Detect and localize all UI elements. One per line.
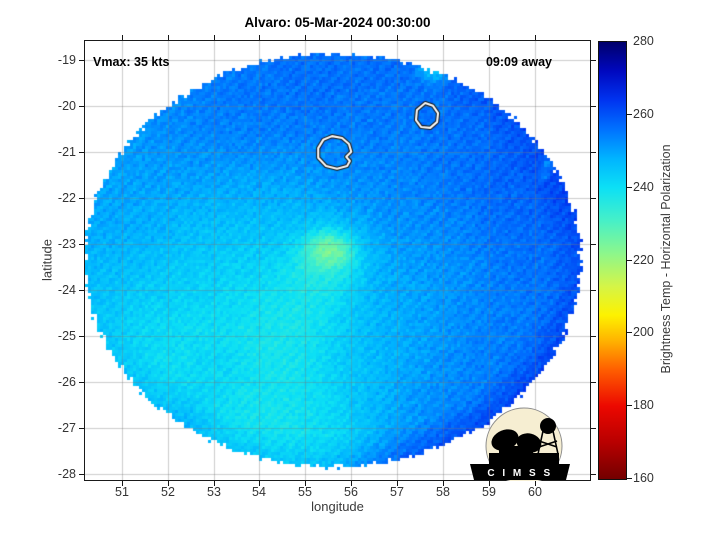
colorbar-label: Brightness Temp - Horizontal Polarizatio… bbox=[659, 144, 673, 374]
colorbar-tick bbox=[627, 260, 632, 261]
y-tick-label: -21 bbox=[57, 145, 76, 159]
x-tick-label: 55 bbox=[298, 485, 312, 499]
y-tick-right bbox=[591, 336, 596, 337]
x-axis-label: longitude bbox=[311, 499, 364, 514]
colorbar bbox=[598, 41, 627, 480]
logo-text: C I M S S bbox=[487, 468, 552, 479]
logo-banner bbox=[470, 464, 570, 480]
x-tick-label: 57 bbox=[390, 485, 404, 499]
y-tick-label: -25 bbox=[57, 329, 76, 343]
y-tick-right bbox=[591, 60, 596, 61]
y-tick-right bbox=[591, 290, 596, 291]
y-tick-label: -19 bbox=[57, 53, 76, 67]
x-tick-label: 60 bbox=[528, 485, 542, 499]
y-tick-label: -24 bbox=[57, 283, 76, 297]
time-away-label: 09:09 away bbox=[485, 55, 552, 69]
y-tick-right bbox=[591, 382, 596, 383]
x-tick-label: 51 bbox=[115, 485, 129, 499]
y-tick-right bbox=[591, 198, 596, 199]
colorbar-tick-label: 280 bbox=[633, 34, 654, 48]
colorbar-tick-label: 260 bbox=[633, 107, 654, 121]
x-tick bbox=[168, 481, 169, 486]
x-tick-label: 59 bbox=[482, 485, 496, 499]
vmax-label: Vmax: 35 kts bbox=[93, 55, 170, 69]
satellite-dishes-icon bbox=[489, 429, 559, 464]
bt-field-canvas bbox=[85, 41, 590, 480]
water-tower-icon bbox=[537, 418, 559, 455]
y-tick-label: -28 bbox=[57, 467, 76, 481]
colorbar-tick bbox=[627, 332, 632, 333]
x-tick bbox=[122, 481, 123, 486]
y-tick-label: -20 bbox=[57, 99, 76, 113]
plot-frame bbox=[84, 40, 591, 481]
x-tick bbox=[535, 481, 536, 486]
y-tick-label: -22 bbox=[57, 191, 76, 205]
plot-title: Alvaro: 05-Mar-2024 00:30:00 bbox=[244, 15, 431, 30]
y-tick-right bbox=[591, 244, 596, 245]
x-tick bbox=[489, 481, 490, 486]
y-tick-right bbox=[591, 428, 596, 429]
colorbar-tick-label: 160 bbox=[633, 471, 654, 485]
y-tick-right bbox=[591, 474, 596, 475]
y-tick-right bbox=[591, 106, 596, 107]
y-axis-label: latitude bbox=[39, 239, 55, 281]
x-tick bbox=[259, 481, 260, 486]
x-tick-label: 54 bbox=[252, 485, 266, 499]
colorbar-tick bbox=[627, 405, 632, 406]
x-tick bbox=[305, 481, 306, 486]
x-tick bbox=[214, 481, 215, 486]
colorbar-tick bbox=[627, 187, 632, 188]
x-tick bbox=[443, 481, 444, 486]
y-tick-label: -27 bbox=[57, 421, 76, 435]
x-tick bbox=[351, 481, 352, 486]
x-tick-label: 56 bbox=[344, 485, 358, 499]
cimss-logo: C I M S S bbox=[470, 407, 570, 481]
colorbar-tick-label: 180 bbox=[633, 398, 654, 412]
colorbar-tick bbox=[627, 478, 632, 479]
x-tick-label: 58 bbox=[436, 485, 450, 499]
x-tick-label: 53 bbox=[207, 485, 221, 499]
colorbar-tick bbox=[627, 114, 632, 115]
y-tick-label: -26 bbox=[57, 375, 76, 389]
x-tick bbox=[397, 481, 398, 486]
x-tick-label: 52 bbox=[161, 485, 175, 499]
y-tick-right bbox=[591, 152, 596, 153]
